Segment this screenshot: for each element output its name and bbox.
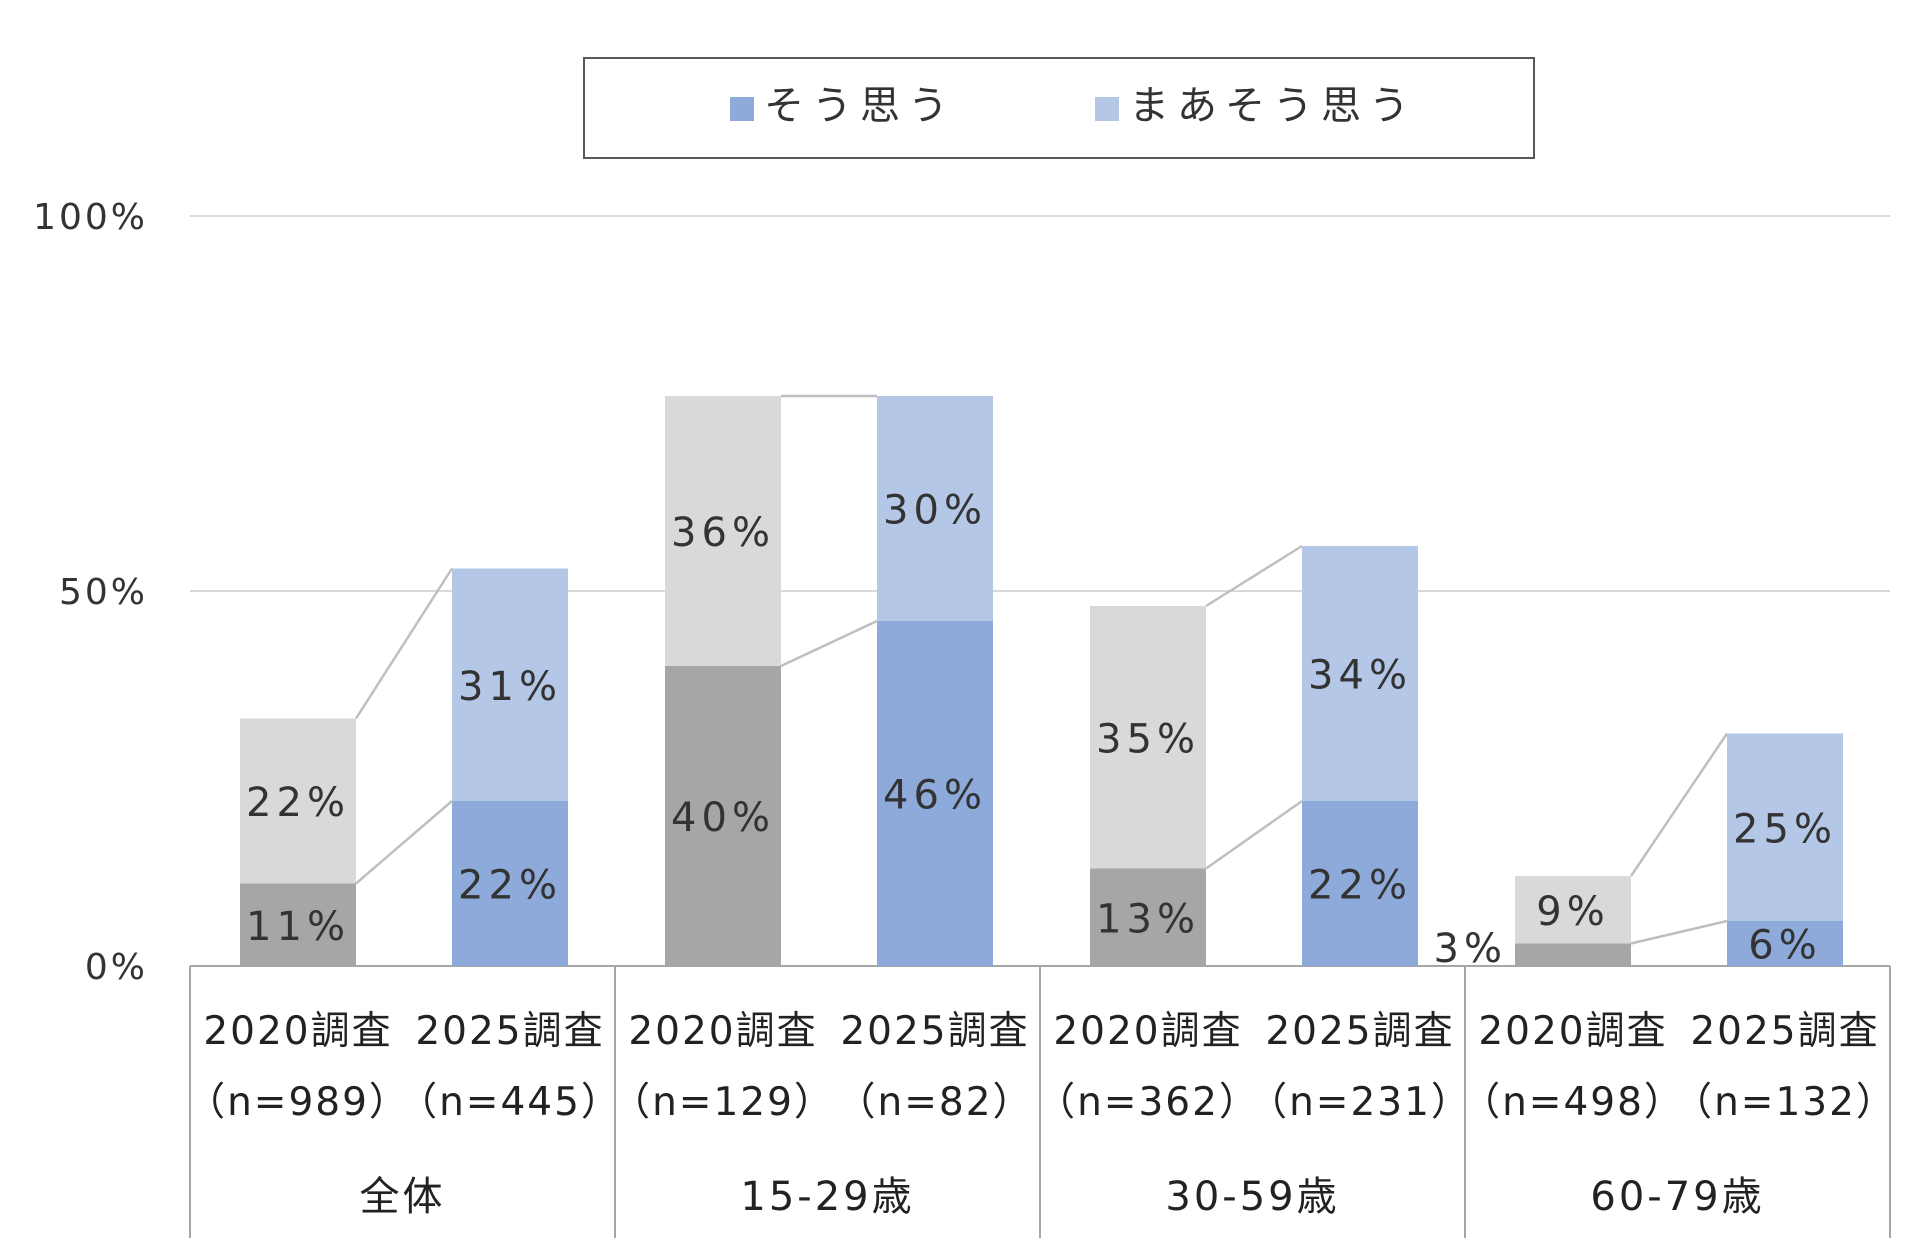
category-n-label: （n=362） <box>1036 1080 1260 1125</box>
y-tick-label: 50% <box>59 572 148 613</box>
bar-segment-maa-sou-omou <box>1302 546 1418 801</box>
y-tick-label: 0% <box>85 947 148 988</box>
legend-swatch <box>1095 97 1119 121</box>
data-label: 22% <box>1308 863 1412 909</box>
bar-segment-maa-sou-omou <box>240 718 356 884</box>
legend-swatch <box>730 97 754 121</box>
data-label: 9% <box>1536 889 1609 935</box>
data-label: 25% <box>1733 806 1837 852</box>
category-year-label: 2025調査 <box>840 1009 1029 1054</box>
bar-segment-sou-omou <box>1515 943 1631 966</box>
series-connector <box>1205 799 1303 870</box>
y-tick-label: 100% <box>33 197 148 238</box>
bar-segment-maa-sou-omou <box>1727 733 1843 921</box>
category-year-label: 2020調査 <box>628 1009 817 1054</box>
legend-label: まあそう思う <box>1129 83 1417 129</box>
bar-segment-sou-omou <box>1302 801 1418 966</box>
data-label: 22% <box>246 780 350 826</box>
bar-segment-maa-sou-omou <box>452 568 568 801</box>
category-year-label: 2020調査 <box>203 1009 392 1054</box>
category-year-label: 2025調査 <box>1265 1009 1454 1054</box>
category-n-label: （n=129） <box>611 1080 835 1125</box>
series-connector <box>1629 732 1729 877</box>
bar-segment-sou-omou <box>1727 921 1843 966</box>
data-label: 11% <box>246 904 350 950</box>
category-year-label: 2025調査 <box>415 1009 604 1054</box>
data-label: 34% <box>1308 653 1412 699</box>
bar-segment-sou-omou <box>1090 868 1206 966</box>
data-label: 35% <box>1096 716 1200 762</box>
bar-segment-sou-omou <box>452 801 568 966</box>
category-n-label: （n=445） <box>398 1080 622 1125</box>
category-year-label: 2020調査 <box>1478 1009 1667 1054</box>
series-connector <box>780 619 878 668</box>
group-label: 全体 <box>360 1174 446 1220</box>
data-label: 30% <box>883 488 987 534</box>
bar-segment-maa-sou-omou <box>665 396 781 666</box>
category-year-label: 2020調査 <box>1053 1009 1242 1054</box>
data-label: 3% <box>1434 926 1507 972</box>
group-label: 15-29歳 <box>740 1174 914 1220</box>
category-n-label: （n=231） <box>1248 1080 1472 1125</box>
data-label: 6% <box>1748 923 1821 969</box>
bar-segment-sou-omou <box>240 883 356 966</box>
category-n-label: （n=82） <box>836 1080 1033 1125</box>
bar-segment-maa-sou-omou <box>877 396 993 621</box>
data-label: 22% <box>458 863 562 909</box>
category-n-label: （n=989） <box>186 1080 410 1125</box>
legend-label: そう思う <box>764 83 956 129</box>
series-connector <box>354 567 454 720</box>
group-label: 30-59歳 <box>1165 1174 1339 1220</box>
series-connector <box>355 800 453 885</box>
bar-segment-maa-sou-omou <box>1090 606 1206 869</box>
bar-segment-sou-omou <box>665 666 781 966</box>
data-label: 13% <box>1096 896 1200 942</box>
category-n-label: （n=498） <box>1461 1080 1685 1125</box>
group-label: 60-79歳 <box>1590 1174 1764 1220</box>
category-n-label: （n=132） <box>1673 1080 1897 1125</box>
bar-segment-sou-omou <box>877 621 993 966</box>
series-connector <box>1205 544 1303 608</box>
data-label: 46% <box>883 773 987 819</box>
data-label: 31% <box>458 664 562 710</box>
category-year-label: 2025調査 <box>1690 1009 1879 1054</box>
bar-segment-maa-sou-omou <box>1515 876 1631 944</box>
series-connector <box>1630 919 1728 945</box>
data-label: 40% <box>671 795 775 841</box>
data-label: 36% <box>671 510 775 556</box>
